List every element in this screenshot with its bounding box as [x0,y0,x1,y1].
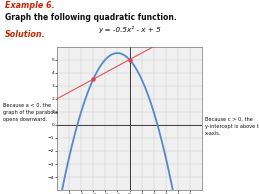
Text: Example 6.: Example 6. [5,1,55,10]
Text: Graph the following quadratic function.: Graph the following quadratic function. [5,13,177,22]
Text: Because a < 0, the
graph of the parabola
opens downward.: Because a < 0, the graph of the parabola… [3,103,57,122]
Text: Solution.: Solution. [5,30,46,39]
Text: Because c > 0, the
y-intercept is above the
x-axis.: Because c > 0, the y-intercept is above … [205,117,259,136]
Text: y = -0.5x² - x + 5: y = -0.5x² - x + 5 [98,26,161,33]
